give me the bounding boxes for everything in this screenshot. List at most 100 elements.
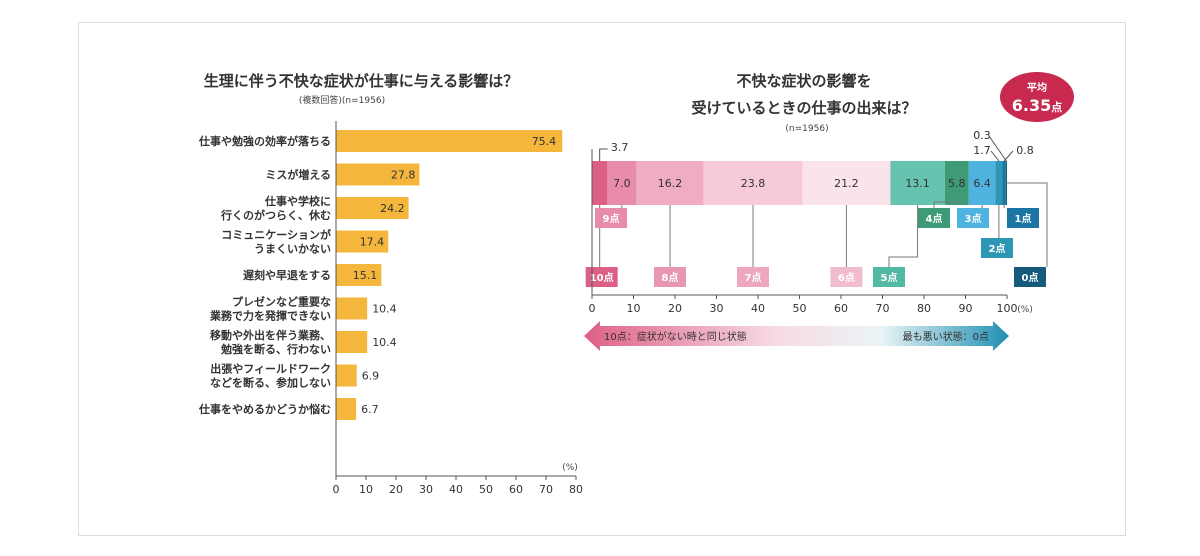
score-tag-label-2: 8点 xyxy=(662,271,679,284)
category-label-0-0: 仕事や勉強の効率が落ちる xyxy=(198,134,331,148)
score-tag-7: 3点 xyxy=(957,205,989,228)
stacked-segment-1 xyxy=(607,161,637,205)
left-x-tick-label-3: 30 xyxy=(419,483,433,496)
right-chart-title-line-1: 不快な症状の影響を xyxy=(736,72,871,90)
score-tag-box-2 xyxy=(654,267,687,287)
average-badge-shape xyxy=(1000,72,1074,122)
average-value: 6.35 xyxy=(1012,96,1051,115)
scale-arrow-left-text: 10点：症状がない時と同じ状態 xyxy=(604,330,747,343)
bar-7 xyxy=(336,364,357,387)
bar-0 xyxy=(336,130,563,152)
right-x-tick-label-2: 20 xyxy=(668,302,682,315)
score-tag-box-8 xyxy=(981,238,1013,258)
left-chart-title: 生理に伴う不快な症状が仕事に与える影響は？ xyxy=(204,72,519,90)
bar-2 xyxy=(336,197,409,219)
score-tag-leader-5 xyxy=(888,205,919,267)
category-label-6-1: 勉強を断る、行わない xyxy=(220,342,331,356)
score-tag-label-9: 1点 xyxy=(1015,212,1032,225)
bar-1 xyxy=(336,163,420,186)
bar-8 xyxy=(336,398,357,420)
segment-value-label-2: 16.2 xyxy=(658,177,683,190)
average-unit: 点 xyxy=(1051,100,1062,114)
value-label-8: 6.7 xyxy=(361,403,379,416)
segment-value-label-4: 21.2 xyxy=(834,177,859,190)
left-x-tick-label-7: 70 xyxy=(539,483,553,496)
stacked-segment-5 xyxy=(890,161,945,205)
value-label-2: 24.2 xyxy=(380,202,405,215)
right-x-tick-label-9: 90 xyxy=(959,302,973,315)
category-label-7-0: 出張やフィールドワーク xyxy=(210,362,331,376)
segment-value-label-10: 0.3 xyxy=(973,129,991,142)
right-x-tick-label-10: 100 xyxy=(997,302,1018,315)
right-chart-title-line-2: 受けているときの仕事の出来は？ xyxy=(691,99,916,117)
left-x-tick-label-5: 50 xyxy=(479,483,493,496)
segment-value-label-8: 1.7 xyxy=(973,144,991,157)
score-tag-10: 0点 xyxy=(1006,182,1048,287)
right-x-tick-label-5: 50 xyxy=(793,302,807,315)
stacked-segment-2 xyxy=(636,161,704,205)
category-label-5-1: 業務で力を発揮できない xyxy=(209,309,331,323)
segment-value-label-6: 5.8 xyxy=(948,177,966,190)
average-badge-label: 平均 xyxy=(1027,81,1047,94)
stacked-segment-6 xyxy=(944,161,969,205)
segment-value-label-5: 13.1 xyxy=(905,177,930,190)
segment-leader-0 xyxy=(599,148,608,161)
stacked-segment-8 xyxy=(995,161,1003,205)
score-tag-box-5 xyxy=(873,267,905,287)
segment-leader-10 xyxy=(988,135,1007,162)
left-x-tick-label-8: 80 xyxy=(569,483,583,496)
left-chart-subtitle: (複数回答)(n=1956) xyxy=(299,94,385,106)
score-tag-4: 6点 xyxy=(830,205,863,287)
score-tag-3: 7点 xyxy=(737,205,770,287)
score-tag-label-4: 6点 xyxy=(838,271,855,284)
right-x-tick-label-0: 0 xyxy=(589,302,596,315)
scale-arrow-right-text: 最も悪い状態：0点 xyxy=(903,330,989,343)
category-label-8-0: 仕事をやめるかどうか悩む xyxy=(198,402,331,416)
score-tag-leader-6 xyxy=(933,201,958,208)
value-label-1: 27.8 xyxy=(391,169,416,182)
average-badge-value: 6.35点 xyxy=(1012,96,1062,115)
category-label-2-0: 仕事や学校に xyxy=(264,194,331,208)
score-tag-9: 1点 xyxy=(1003,205,1039,228)
score-tag-box-4 xyxy=(830,267,863,287)
figure-frame: 生理に伴う不快な症状が仕事に与える影響は？ (複数回答)(n=1956) 仕事や勉強… xyxy=(78,22,1126,536)
right-unit-label: (%) xyxy=(1017,305,1033,315)
category-label-2-1: 行くのがつらく、休む xyxy=(220,208,331,222)
bar-3 xyxy=(336,230,389,253)
score-tag-label-10: 0点 xyxy=(1022,271,1039,284)
score-tag-8: 2点 xyxy=(981,205,1013,258)
score-tag-label-3: 7点 xyxy=(745,271,762,284)
left-x-tick-label-1: 10 xyxy=(359,483,373,496)
average-badge: 平均 6.35点 xyxy=(1000,72,1074,122)
score-tag-box-1 xyxy=(595,208,627,228)
right-x-tick-label-8: 80 xyxy=(917,302,931,315)
stacked-segment-9 xyxy=(1002,161,1006,205)
category-label-6-0: 移動や外出を伴う業務、 xyxy=(210,328,331,342)
category-label-5-0: プレゼンなど重要な xyxy=(232,295,331,309)
value-label-7: 6.9 xyxy=(362,370,380,383)
stacked-segment-0 xyxy=(592,161,608,205)
segment-value-label-9: 0.8 xyxy=(1016,144,1034,157)
value-label-4: 15.1 xyxy=(353,269,378,282)
value-label-0: 75.4 xyxy=(532,135,557,148)
segment-leader-9 xyxy=(1003,150,1014,162)
category-label-1-0: ミスが増える xyxy=(265,168,331,182)
category-label-4-0: 遅刻や早退をする xyxy=(243,268,331,282)
right-x-tick-label-7: 70 xyxy=(876,302,890,315)
right-x-tick-label-1: 10 xyxy=(627,302,641,315)
stacked-segment-7 xyxy=(968,161,996,205)
category-label-3-0: コミュニケーションが xyxy=(221,228,331,242)
stacked-segment-3 xyxy=(703,161,803,205)
stacked-segment-4 xyxy=(802,161,891,205)
right-x-tick-label-4: 40 xyxy=(751,302,765,315)
bar-4 xyxy=(336,264,382,286)
score-tag-label-0: 10点 xyxy=(590,271,614,284)
right-x-tick-label-6: 60 xyxy=(834,302,848,315)
segment-value-label-3: 23.8 xyxy=(741,177,766,190)
right-x-tick-label-3: 30 xyxy=(710,302,724,315)
score-tag-label-5: 5点 xyxy=(881,271,898,284)
bar-5 xyxy=(336,297,368,320)
score-tag-label-8: 2点 xyxy=(989,242,1006,255)
left-x-tick-label-6: 60 xyxy=(509,483,523,496)
left-unit-label: (%) xyxy=(562,463,578,473)
